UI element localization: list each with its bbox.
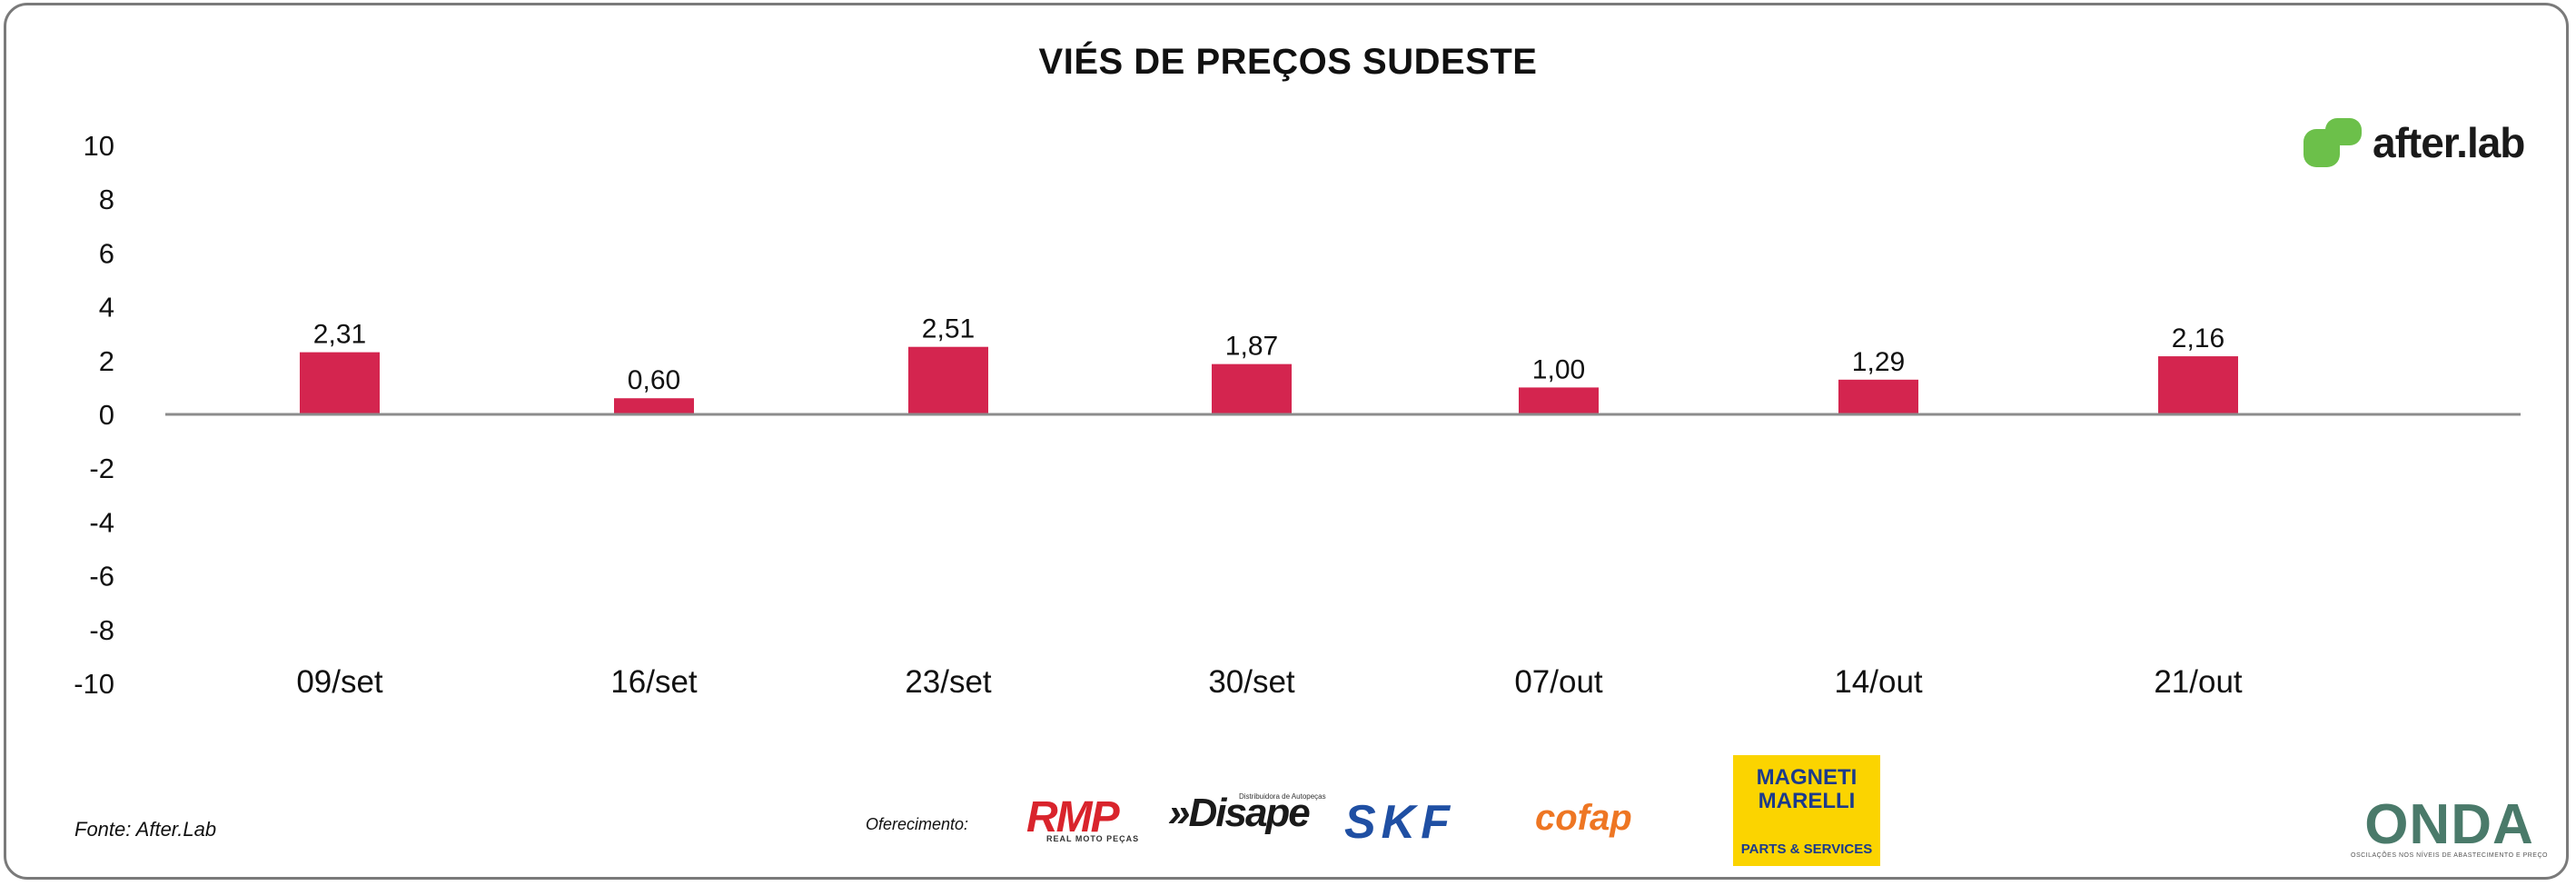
skf-logo: SKF xyxy=(1344,795,1455,850)
onda-wordmark: ONDA xyxy=(2364,793,2534,856)
bar xyxy=(1838,379,1918,414)
onda-logo: ONDA OSCILAÇÕES NOS NÍVEIS DE ABASTECIME… xyxy=(2351,793,2548,860)
bar xyxy=(1212,363,1292,414)
x-tick-label: 09/set xyxy=(296,664,383,700)
data-label: 1,29 xyxy=(1852,347,1905,377)
afterlab-leaf-icon xyxy=(2304,118,2362,167)
data-label: 2,16 xyxy=(2172,324,2224,353)
magneti-marelli-tagline: PARTS & SERVICES xyxy=(1740,841,1873,857)
y-tick-label: -10 xyxy=(74,668,114,700)
onda-tagline: OSCILAÇÕES NOS NÍVEIS DE ABASTECIMENTO E… xyxy=(2351,852,2548,859)
magneti-marelli-logo: MAGNETI MARELLI PARTS & SERVICES xyxy=(1733,755,1880,866)
rmp-logo: RMP REAL MOTO PEÇAS xyxy=(1026,792,1148,847)
afterlab-wordmark: after.lab xyxy=(2373,119,2525,166)
bar xyxy=(908,346,988,414)
cofap-logo: cofap xyxy=(1535,798,1632,839)
rmp-wordmark: RMP xyxy=(1026,793,1120,841)
y-tick-label: 6 xyxy=(99,237,114,269)
data-label: 1,87 xyxy=(1225,332,1278,362)
y-tick-label: -8 xyxy=(89,614,114,646)
x-tick-label: 16/set xyxy=(610,664,698,700)
bar xyxy=(614,398,694,414)
disape-tagline: Distribuidora de Autopeças xyxy=(1239,792,1326,801)
x-tick-label: 07/out xyxy=(1514,664,1603,700)
skf-wordmark: SKF xyxy=(1344,796,1455,849)
bar xyxy=(2158,356,2238,414)
data-label: 2,51 xyxy=(922,314,975,344)
y-tick-label: 8 xyxy=(99,184,114,215)
y-tick-label: -6 xyxy=(89,561,114,592)
rmp-tagline: REAL MOTO PEÇAS xyxy=(1046,834,1140,843)
y-tick-label: 0 xyxy=(99,399,114,431)
data-label: 0,60 xyxy=(628,365,680,395)
y-tick-label: 4 xyxy=(99,292,114,324)
chart-title: VIÉS DE PREÇOS SUDESTE xyxy=(1038,42,1538,82)
x-tick-label: 30/set xyxy=(1208,664,1295,700)
data-label: 2,31 xyxy=(313,320,366,350)
bar xyxy=(1519,387,1599,414)
magneti-marelli-wordmark: MAGNETI MARELLI xyxy=(1756,765,1858,813)
data-label: 1,00 xyxy=(1532,354,1585,384)
bar xyxy=(300,352,380,414)
chart-frame xyxy=(4,3,2569,880)
y-tick-label: 2 xyxy=(99,345,114,377)
y-tick-label: 10 xyxy=(84,130,114,162)
afterlab-logo: after.lab xyxy=(2304,116,2525,169)
disape-logo: Distribuidora de Autopeças »Disape xyxy=(1168,791,1326,845)
source-note: Fonte: After.Lab xyxy=(74,818,217,841)
cofap-wordmark: cofap xyxy=(1535,798,1632,838)
x-tick-label: 21/out xyxy=(2154,664,2243,700)
disape-wordmark: »Disape xyxy=(1168,791,1311,835)
y-tick-label: -2 xyxy=(89,453,114,484)
sponsor-label: Oferecimento: xyxy=(866,815,969,833)
x-tick-label: 23/set xyxy=(905,664,992,700)
y-tick-label: -4 xyxy=(89,506,114,538)
x-tick-label: 14/out xyxy=(1834,664,1923,700)
